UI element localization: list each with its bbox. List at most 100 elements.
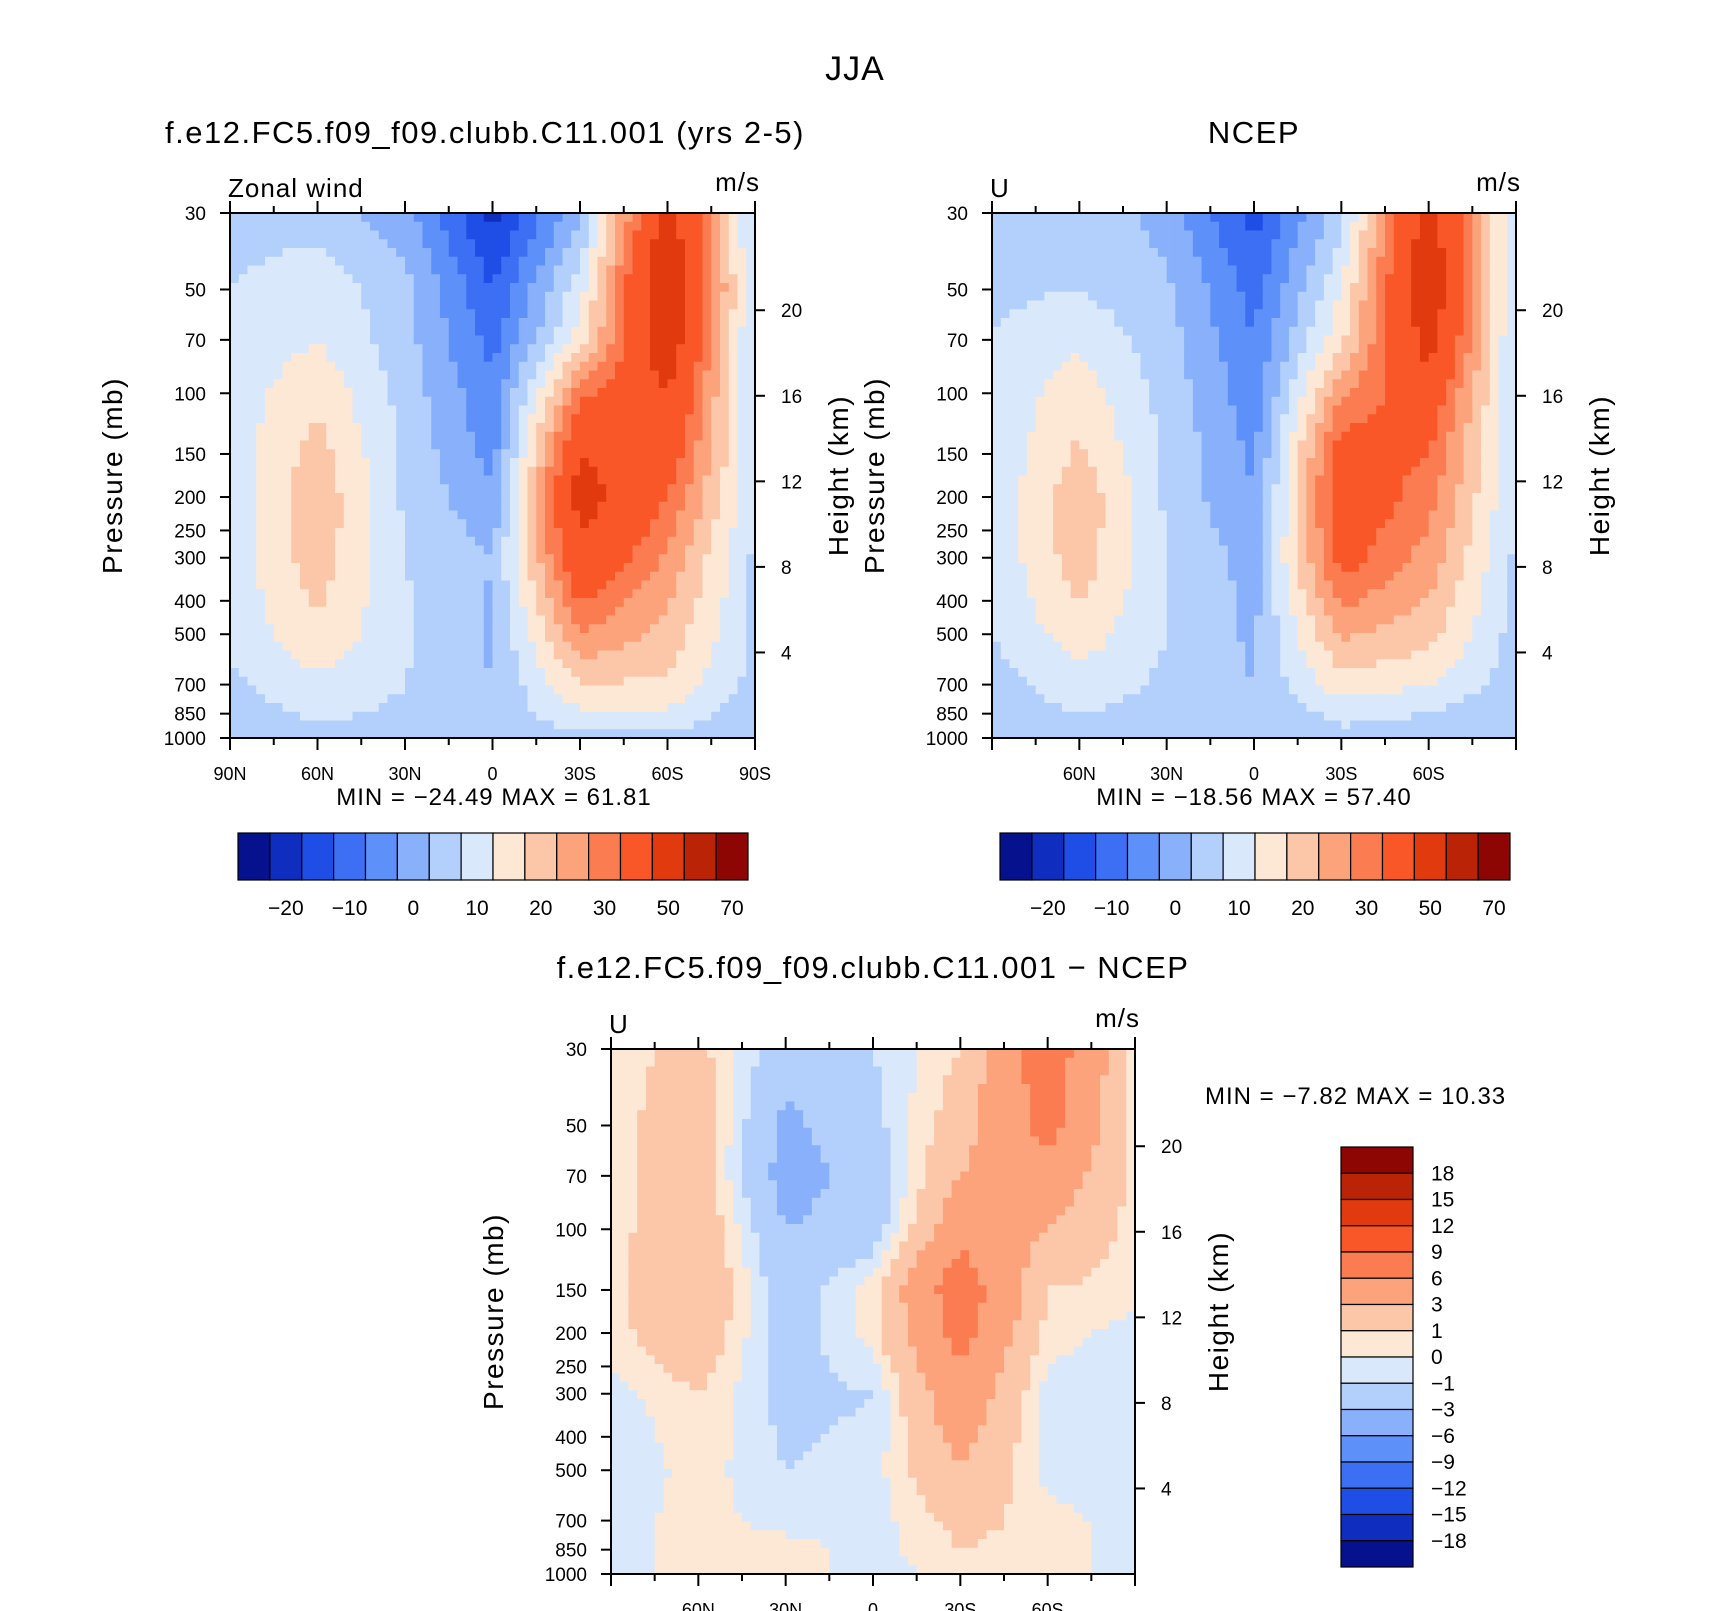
contour-cell [1350,239,1360,249]
contour-cell [387,519,397,529]
contour-cell [597,536,607,547]
contour-cell [300,501,310,512]
contour-cell [1419,309,1430,319]
contour-cell [1481,239,1491,249]
contour-cell [291,265,301,275]
contour-cell [545,615,555,625]
contour-cell [282,335,292,345]
contour-cell [623,720,634,730]
contour-cell [1428,388,1438,398]
contour-cell [265,571,275,582]
contour-cell [571,440,581,450]
contour-cell [1009,248,1019,258]
contour-cell [1341,344,1351,354]
contour-cell [317,440,327,450]
contour-cell [230,694,240,704]
contour-cell [667,589,677,599]
contour-cell [431,283,441,293]
contour-cell [282,265,292,275]
contour-cell [256,221,266,232]
contour-cell [1297,230,1307,240]
contour-cell [545,440,555,450]
contour-cell [711,606,721,617]
contour-cell [501,563,511,573]
contour-cell [448,519,459,529]
contour-cell [387,685,397,695]
contour-cell [475,440,485,450]
contour-cell [641,720,651,730]
contour-cell [1411,230,1421,240]
contour-cell [300,274,310,284]
contour-cell [1192,256,1203,267]
contour-cell [457,510,467,520]
contour-cell [553,563,564,573]
contour-cell [370,335,380,345]
contour-cell [650,493,660,503]
contour-cell [518,344,529,354]
contour-cell [1288,353,1299,363]
contour-cell [378,265,389,275]
contour-cell [230,659,240,669]
contour-cell [1175,248,1185,258]
contour-cell [658,711,669,722]
contour-cell [632,318,642,328]
contour-cell [711,283,721,293]
contour-cell [1254,274,1264,284]
contour-cell [501,353,511,363]
contour-cell [1201,300,1211,310]
contour-cell [685,318,695,328]
contour-cell [308,563,319,573]
contour-cell [518,650,529,660]
contour-cell [545,598,555,608]
contour-cell [667,493,677,503]
contour-cell [1472,239,1482,249]
contour-cell [1149,396,1159,407]
contour-cell [527,519,537,529]
contour-cell [641,213,651,223]
contour-cell [335,659,345,669]
contour-cell [588,466,599,477]
contour-cell [518,274,529,284]
contour-cell [545,589,555,599]
contour-cell [1419,239,1430,249]
contour-cell [1088,326,1098,337]
contour-cell [667,388,677,398]
contour-cell [335,361,345,372]
contour-cell [728,563,739,573]
contour-cell [361,729,371,739]
contour-cell [1262,353,1273,363]
contour-cell [597,703,607,713]
contour-cell [396,318,406,328]
contour-cell [597,528,607,538]
contour-cell [448,633,459,643]
contour-cell [606,606,616,617]
contour-cell [693,571,704,582]
contour-cell [746,256,756,267]
contour-cell [396,466,406,477]
contour-cell [518,685,529,695]
contour-cell [413,431,424,442]
contour-cell [746,274,756,284]
contour-cell [1350,361,1360,372]
contour-cell [702,388,712,398]
contour-cell [693,221,704,232]
contour-cell [1140,239,1150,249]
contour-cell [308,676,319,687]
contour-cell [405,580,415,590]
contour-cell [693,388,704,398]
contour-cell [483,361,494,372]
contour-cell [1140,274,1150,284]
contour-cell [230,213,240,223]
contour-cell [1149,265,1159,275]
contour-cell [1131,361,1142,372]
contour-cell [431,510,441,520]
contour-cell [238,606,249,617]
contour-cell [1018,239,1028,249]
contour-cell [300,528,310,538]
contour-cell [623,703,634,713]
contour-cell [658,510,669,520]
contour-cell [265,606,275,617]
contour-cell [702,589,712,599]
contour-cell [370,300,380,310]
contour-cell [492,545,502,555]
